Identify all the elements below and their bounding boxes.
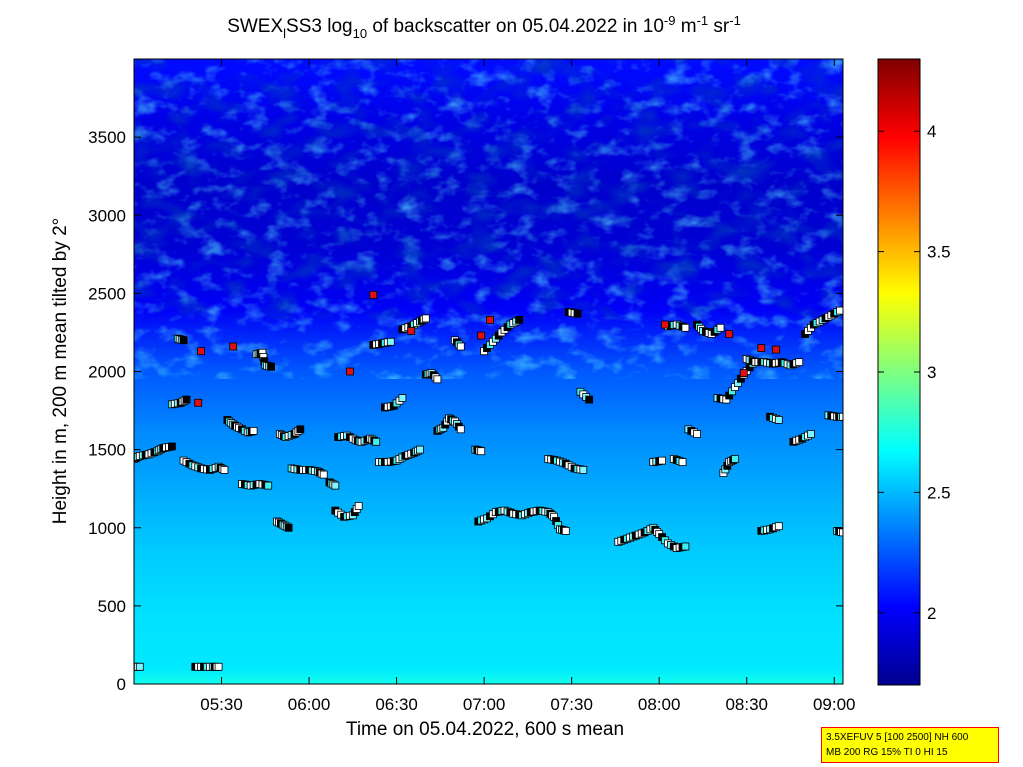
cloud-marker bbox=[456, 425, 465, 434]
info-line-1: 3.5XEFUV 5 [100 2500] NH 600 bbox=[826, 732, 969, 743]
high-backscatter-marker bbox=[661, 320, 669, 329]
x-tick-label: 05:30 bbox=[200, 695, 243, 714]
cloud-marker bbox=[477, 447, 486, 456]
x-tick-label: 08:30 bbox=[725, 695, 768, 714]
cloud-marker bbox=[681, 542, 690, 551]
cloud-marker bbox=[135, 662, 144, 671]
high-backscatter-marker bbox=[194, 398, 203, 407]
high-backscatter-marker bbox=[739, 369, 748, 378]
high-backscatter-marker bbox=[486, 315, 494, 324]
colorbar-tick-label: 3 bbox=[927, 363, 936, 382]
cloud-marker bbox=[433, 375, 442, 384]
cloud-marker bbox=[678, 458, 687, 467]
cloud-marker bbox=[579, 465, 588, 474]
cloud-marker bbox=[421, 314, 430, 323]
high-backscatter-marker bbox=[345, 367, 354, 376]
cloud-marker bbox=[296, 425, 305, 434]
cloud-marker bbox=[774, 522, 783, 531]
x-tick-label: 06:30 bbox=[375, 695, 418, 714]
high-backscatter-marker bbox=[725, 330, 734, 338]
colorbar bbox=[877, 58, 921, 686]
x-tick-label: 07:30 bbox=[550, 695, 593, 714]
y-tick-label: 2500 bbox=[88, 284, 126, 303]
colorbar-tick-label: 2 bbox=[927, 604, 936, 623]
cloud-marker bbox=[249, 426, 258, 435]
cloud-marker bbox=[716, 323, 725, 332]
cloud-marker bbox=[693, 430, 701, 438]
y-tick-label: 3000 bbox=[88, 206, 126, 225]
info-line-2: MB 200 RG 15% TI 0 HI 15 bbox=[826, 747, 948, 758]
high-backscatter-marker bbox=[407, 326, 416, 335]
colorbar-tick-label: 3.5 bbox=[927, 243, 951, 262]
x-axis: 05:30 06:00 06:30 07:00 07:30 08:00 08:30 09:00 bbox=[200, 59, 856, 714]
high-backscatter-marker bbox=[477, 331, 486, 340]
cloud-marker bbox=[386, 337, 395, 346]
cloud-marker bbox=[267, 362, 276, 371]
cloud-marker bbox=[264, 481, 273, 490]
cloud-marker bbox=[774, 415, 783, 424]
y-tick-label: 2000 bbox=[88, 363, 126, 382]
high-backscatter-marker bbox=[772, 345, 780, 354]
cloud-marker bbox=[836, 306, 843, 315]
processing-info-box: 3.5XEFUV 5 [100 2500] NH 600 MB 200 RG 1… bbox=[821, 727, 999, 763]
high-backscatter-marker bbox=[197, 347, 206, 356]
cloud-marker bbox=[681, 323, 690, 332]
marker-layer bbox=[134, 290, 843, 671]
cloud-marker bbox=[415, 445, 424, 454]
x-axis-label: Time on 05.04.2022, 600 s mean bbox=[346, 719, 624, 740]
cloud-marker bbox=[179, 336, 188, 345]
cloud-marker bbox=[839, 412, 843, 421]
y-tick-label: 1000 bbox=[88, 519, 126, 538]
cloud-marker bbox=[331, 481, 340, 490]
cloud-marker bbox=[214, 662, 223, 671]
cloud-marker bbox=[515, 315, 523, 324]
cloud-marker bbox=[220, 465, 229, 474]
high-backscatter-marker bbox=[229, 342, 238, 351]
y-tick-label: 0 bbox=[117, 675, 126, 694]
cloud-marker bbox=[573, 309, 582, 318]
dark-texture bbox=[134, 59, 843, 319]
cloud-marker bbox=[839, 528, 843, 537]
cloud-marker bbox=[398, 394, 407, 403]
cloud-marker bbox=[585, 395, 594, 404]
cloud-marker bbox=[795, 358, 804, 367]
high-backscatter-marker bbox=[757, 344, 766, 353]
cloud-marker bbox=[284, 523, 293, 532]
y-tick-label: 3500 bbox=[88, 128, 126, 147]
colorbar-axis: 2 2.5 3 3.5 4 bbox=[878, 122, 951, 623]
cloud-marker bbox=[456, 342, 465, 351]
chart-title: SWEXlSS3 log10 of backscatter on 05.04.2… bbox=[227, 13, 741, 41]
x-tick-label: 08:00 bbox=[638, 695, 681, 714]
y-tick-label: 500 bbox=[98, 597, 126, 616]
y-axis: 0 500 1000 1500 2000 2500 3000 3500 bbox=[88, 128, 843, 694]
x-tick-label: 07:00 bbox=[463, 695, 506, 714]
x-tick-label: 09:00 bbox=[813, 695, 856, 714]
cloud-marker bbox=[731, 455, 739, 463]
cloud-marker bbox=[372, 437, 381, 446]
cloud-marker bbox=[354, 501, 363, 510]
cloud-marker bbox=[167, 442, 176, 451]
cloud-marker bbox=[182, 395, 191, 404]
high-backscatter-marker bbox=[369, 290, 378, 299]
cloud-marker bbox=[319, 470, 328, 479]
cloud-marker bbox=[807, 430, 815, 438]
y-tick-label: 1500 bbox=[88, 441, 126, 460]
y-axis-label: Height in m, 200 m mean tilted by 2° bbox=[50, 218, 71, 524]
colorbar-tick-label: 4 bbox=[927, 122, 936, 141]
colorbar-tick-label: 2.5 bbox=[927, 483, 951, 502]
x-tick-label: 06:00 bbox=[288, 695, 331, 714]
cloud-marker bbox=[561, 527, 570, 535]
cloud-marker bbox=[658, 456, 666, 465]
heatmap-field bbox=[134, 59, 843, 684]
